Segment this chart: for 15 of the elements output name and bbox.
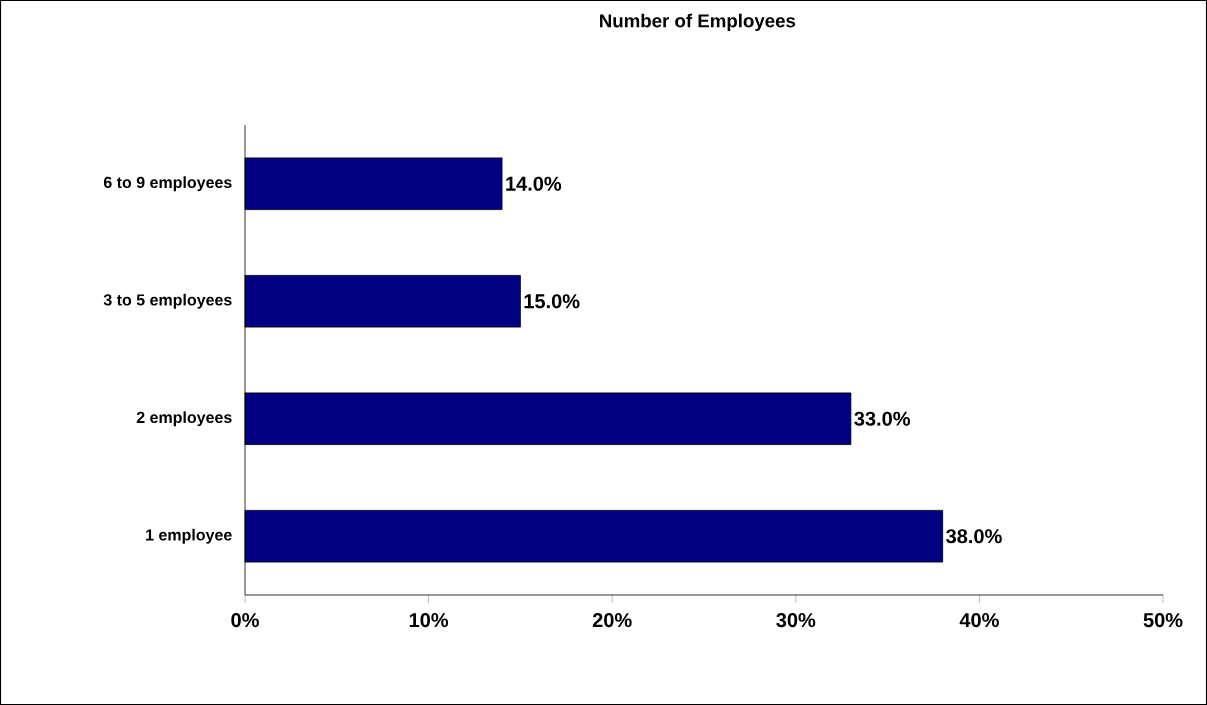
x-tick-label: 50% [1143, 613, 1183, 628]
chart-title: Number of Employees [600, 13, 796, 32]
data-label: 38.0% [946, 529, 1002, 544]
x-tick-label: 20% [592, 613, 632, 628]
data-label: 14.0% [506, 176, 562, 191]
y-tick-label: 6 to 9 employees [103, 176, 232, 192]
y-tick-label: 1 employee [146, 528, 232, 544]
y-tick-label: 3 to 5 employees [103, 293, 232, 309]
data-label: 15.0% [524, 294, 580, 309]
data-label: 33.0% [854, 411, 910, 426]
x-tick-label: 40% [959, 613, 999, 628]
y-tick-label: 2 employees [136, 411, 232, 427]
x-tick-label: 10% [409, 613, 449, 628]
x-tick-label: 0% [231, 613, 259, 628]
x-tick-label: 30% [776, 613, 816, 628]
